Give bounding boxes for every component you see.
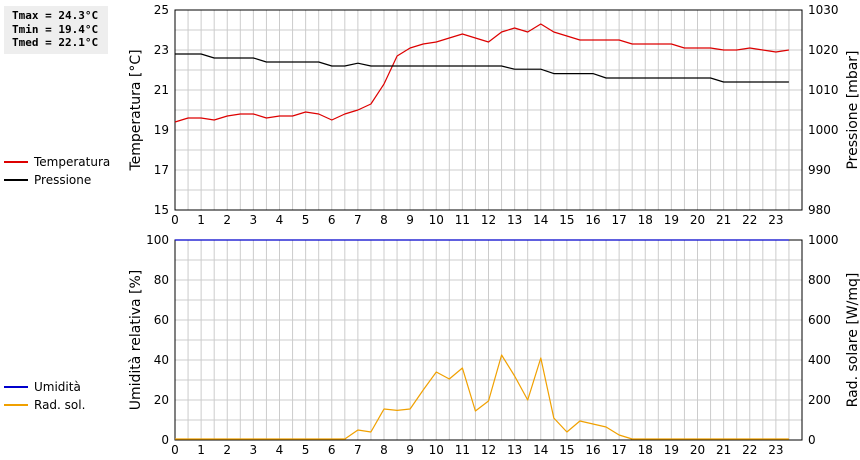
panel1-y2-tick-label: 990	[808, 163, 831, 177]
panel1-x-tick-label: 19	[664, 213, 679, 227]
panel1-frame	[174, 9, 803, 211]
panel1-x-tick-label: 15	[559, 213, 574, 227]
panel1-x-tick-label: 21	[716, 213, 731, 227]
panel1-x-tick-label: 18	[638, 213, 653, 227]
legend-swatch-pressione	[4, 179, 28, 181]
panel2-x-tick-label: 22	[742, 443, 757, 457]
legend-top: Temperatura Pressione	[4, 153, 110, 189]
legend-item-umidita: Umidità	[4, 378, 85, 396]
legend-label-pressione: Pressione	[34, 173, 92, 187]
panel1-x-tick-label: 3	[250, 213, 258, 227]
panel2-x-tick-label: 12	[481, 443, 496, 457]
panel2-y-tick-label: 100	[146, 233, 169, 247]
panel2-x-tick-label: 5	[302, 443, 310, 457]
panel2-x-tick-label: 18	[638, 443, 653, 457]
panel1-y-tick-label: 17	[154, 163, 169, 177]
panel2-x-tick-label: 6	[328, 443, 336, 457]
panel1-y2-tick-label: 1030	[808, 3, 839, 17]
panel1-y2-tick-label: 1000	[808, 123, 839, 137]
panel2-x-tick-label: 16	[585, 443, 600, 457]
panel1-x-tick-label: 0	[171, 213, 179, 227]
panel2-x-tick-label: 11	[455, 443, 470, 457]
panel1-y-tick-label: 19	[154, 123, 169, 137]
panel2-x-tick-label: 8	[380, 443, 388, 457]
panel2-x-tick-label: 13	[507, 443, 522, 457]
panel2-x-tick-label: 0	[171, 443, 179, 457]
panel1-series-temperatura	[174, 23, 789, 123]
panel1-y-tick-label: 21	[154, 83, 169, 97]
panel1-x-tick-label: 14	[533, 213, 548, 227]
panel1-x-tick-label: 20	[690, 213, 705, 227]
panel2-x-tick-label: 4	[276, 443, 284, 457]
panel2-series-rad-sol	[175, 354, 789, 440]
legend-item-pressione: Pressione	[4, 171, 110, 189]
legend-label-temperatura: Temperatura	[34, 155, 111, 169]
panel1-x-tick-label: 17	[611, 213, 626, 227]
panel2-y2-tick-label: 1000	[808, 233, 839, 247]
panel2-x-tick-label: 17	[611, 443, 626, 457]
panel1-series-pressione	[175, 53, 789, 83]
panel1-y2-axis-label: Pressione [mbar]	[845, 50, 860, 169]
panel1-x-tick-label: 10	[429, 213, 444, 227]
panel2-y2-tick-label: 400	[808, 353, 831, 367]
panel2-x-tick-label: 23	[768, 443, 783, 457]
panel2-y-axis-label: Umidità relativa [%]	[128, 270, 144, 411]
panel2-x-tick-label: 3	[250, 443, 258, 457]
panel2-y2-tick-label: 200	[808, 393, 831, 407]
panel1-x-tick-label: 7	[354, 213, 362, 227]
legend-label-umidita: Umidità	[34, 380, 81, 394]
panel2-y-tick-label: 60	[154, 313, 169, 327]
tmin-label: Tmin = 19.4°C	[12, 22, 99, 36]
panel1-x-tick-label: 1	[197, 213, 205, 227]
panel2-y2-tick-label: 600	[808, 313, 831, 327]
panel1-x-tick-label: 6	[328, 213, 336, 227]
panel1-y-tick-label: 25	[154, 3, 169, 17]
panel1-x-tick-label: 5	[302, 213, 310, 227]
panel2-y2-tick-label: 0	[808, 433, 816, 447]
panel2-x-tick-label: 20	[690, 443, 705, 457]
panel1-x-tick-label: 23	[768, 213, 783, 227]
tmed-label: Tmed = 22.1°C	[12, 36, 99, 49]
panel2-y-tick-label: 0	[161, 433, 169, 447]
legend-swatch-radsol	[4, 404, 28, 406]
panel1-y-tick-label: 15	[154, 203, 169, 217]
legend-swatch-umidita	[4, 386, 28, 388]
panel1-x-tick-label: 8	[380, 213, 388, 227]
panel2-x-tick-label: 15	[559, 443, 574, 457]
legend-bottom: Umidità Rad. sol.	[4, 378, 85, 414]
panel1-y2-tick-label: 980	[808, 203, 831, 217]
panel2-x-tick-label: 19	[664, 443, 679, 457]
panel2-y2-axis-label: Rad. solare [W/mq]	[845, 273, 860, 408]
panel2-y2-tick-label: 800	[808, 273, 831, 287]
panel1-y-axis-label: Temperatura [°C]	[128, 49, 144, 171]
panel2-x-tick-label: 7	[354, 443, 362, 457]
panel2-y-tick-label: 20	[154, 393, 169, 407]
panel1-x-tick-label: 2	[223, 213, 231, 227]
panel1-x-tick-label: 9	[406, 213, 414, 227]
stats-box: Tmax = 24.3°C Tmin = 19.4°C Tmed = 22.1°…	[4, 6, 108, 54]
panel2-x-tick-label: 1	[197, 443, 205, 457]
panel1-x-tick-label: 13	[507, 213, 522, 227]
panel1-y2-tick-label: 1010	[808, 83, 839, 97]
panel1-x-tick-label: 22	[742, 213, 757, 227]
legend-label-radsol: Rad. sol.	[34, 398, 86, 412]
panel1-y-tick-label: 23	[154, 43, 169, 57]
panel1-x-tick-label: 4	[276, 213, 284, 227]
panel1-x-tick-label: 12	[481, 213, 496, 227]
panel2-x-tick-label: 2	[223, 443, 231, 457]
panel1-x-tick-label: 11	[455, 213, 470, 227]
legend-item-radsol: Rad. sol.	[4, 396, 85, 414]
panel2-x-tick-label: 14	[533, 443, 548, 457]
tmax-label: Tmax = 24.3°C	[12, 9, 99, 22]
panel2-x-tick-label: 9	[406, 443, 414, 457]
panel2-y-tick-label: 80	[154, 273, 169, 287]
panel2-x-tick-label: 10	[429, 443, 444, 457]
panel1-x-tick-label: 16	[585, 213, 600, 227]
panel1-y2-tick-label: 1020	[808, 43, 839, 57]
panel2-y-tick-label: 40	[154, 353, 169, 367]
panel2-x-tick-label: 21	[716, 443, 731, 457]
legend-swatch-temperatura	[4, 161, 28, 163]
legend-item-temperatura: Temperatura	[4, 153, 110, 171]
